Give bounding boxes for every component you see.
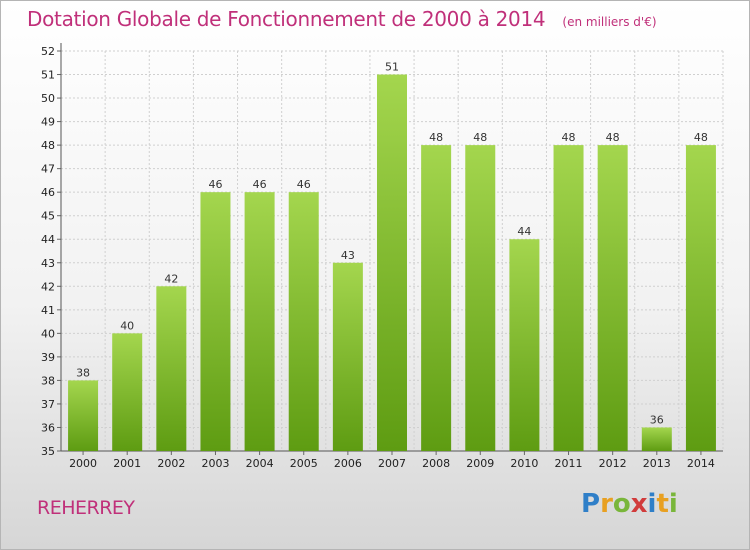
logo-letter: x (630, 489, 648, 519)
bar (377, 74, 407, 451)
y-tick-label: 51 (41, 69, 55, 82)
y-tick-label: 43 (41, 257, 55, 270)
bar (68, 380, 99, 451)
y-tick-label: 42 (41, 280, 55, 293)
y-tick-label: 41 (41, 304, 55, 317)
y-tick-label: 50 (41, 92, 55, 105)
x-tick-label: 2006 (334, 457, 362, 470)
chart-unit: (en milliers d'€) (562, 15, 657, 29)
data-label: 44 (517, 225, 531, 238)
x-tick-label: 2014 (687, 457, 715, 470)
bar (421, 145, 452, 451)
logo-letter: o (612, 489, 631, 519)
x-tick-label: 2001 (113, 457, 141, 470)
data-label: 46 (297, 178, 311, 191)
x-tick-label: 2005 (290, 457, 318, 470)
y-tick-label: 38 (41, 374, 55, 387)
y-tick-label: 45 (41, 210, 55, 223)
y-tick-label: 39 (41, 351, 55, 364)
logo-letter: i (647, 489, 657, 519)
y-tick-label: 36 (41, 421, 55, 434)
x-tick-label: 2009 (466, 457, 494, 470)
y-tick-label: 46 (41, 186, 55, 199)
proxiti-logo: Proxiti (581, 489, 678, 519)
data-label: 48 (562, 131, 576, 144)
x-tick-label: 2011 (555, 457, 583, 470)
x-tick-label: 2013 (643, 457, 671, 470)
y-tick-label: 35 (41, 445, 55, 458)
x-tick-label: 2002 (157, 457, 185, 470)
y-tick-label: 48 (41, 139, 55, 152)
y-tick-label: 40 (41, 327, 55, 340)
bar (244, 192, 275, 452)
data-label: 46 (208, 178, 222, 191)
data-label: 43 (341, 249, 355, 262)
logo-letter: i (668, 489, 678, 519)
logo-letter: t (656, 489, 669, 519)
y-tick-label: 37 (41, 398, 55, 411)
data-label: 48 (606, 131, 620, 144)
data-label: 48 (694, 131, 708, 144)
data-label: 38 (76, 366, 90, 379)
bar (641, 427, 672, 451)
bar (553, 145, 584, 451)
bar (597, 145, 628, 451)
data-label: 46 (253, 178, 267, 191)
x-tick-label: 2007 (378, 457, 406, 470)
bar (200, 192, 231, 452)
x-tick-label: 2004 (246, 457, 274, 470)
bar (332, 262, 363, 451)
x-tick-label: 2003 (201, 457, 229, 470)
title-row: Dotation Globale de Fonctionnement de 20… (27, 7, 657, 31)
x-tick-label: 2000 (69, 457, 97, 470)
bar (509, 239, 540, 451)
bar (685, 145, 716, 451)
data-label: 48 (473, 131, 487, 144)
y-tick-label: 49 (41, 116, 55, 129)
labels: 35 36 37 38 39 40 41 42 43 44 45 46 47 48 49 50 51 52 38 20… (41, 45, 715, 470)
data-label: 36 (650, 413, 664, 426)
y-tick-label: 44 (41, 233, 55, 246)
x-tick-label: 2012 (599, 457, 627, 470)
y-tick-label: 47 (41, 163, 55, 176)
logo-letter: P (581, 489, 601, 519)
y-tick-label: 52 (41, 45, 55, 58)
data-label: 48 (429, 131, 443, 144)
chart-title: Dotation Globale de Fonctionnement de 20… (27, 7, 546, 31)
data-label: 51 (385, 61, 399, 74)
data-label: 40 (120, 319, 134, 332)
x-tick-label: 2010 (510, 457, 538, 470)
town-name: REHERREY (37, 497, 135, 519)
bar (112, 333, 143, 451)
bar (465, 145, 496, 451)
bar (288, 192, 319, 452)
bars (68, 74, 716, 452)
logo-letter: r (600, 489, 613, 519)
data-label: 42 (164, 272, 178, 285)
x-tick-label: 2008 (422, 457, 450, 470)
bar (156, 286, 187, 451)
